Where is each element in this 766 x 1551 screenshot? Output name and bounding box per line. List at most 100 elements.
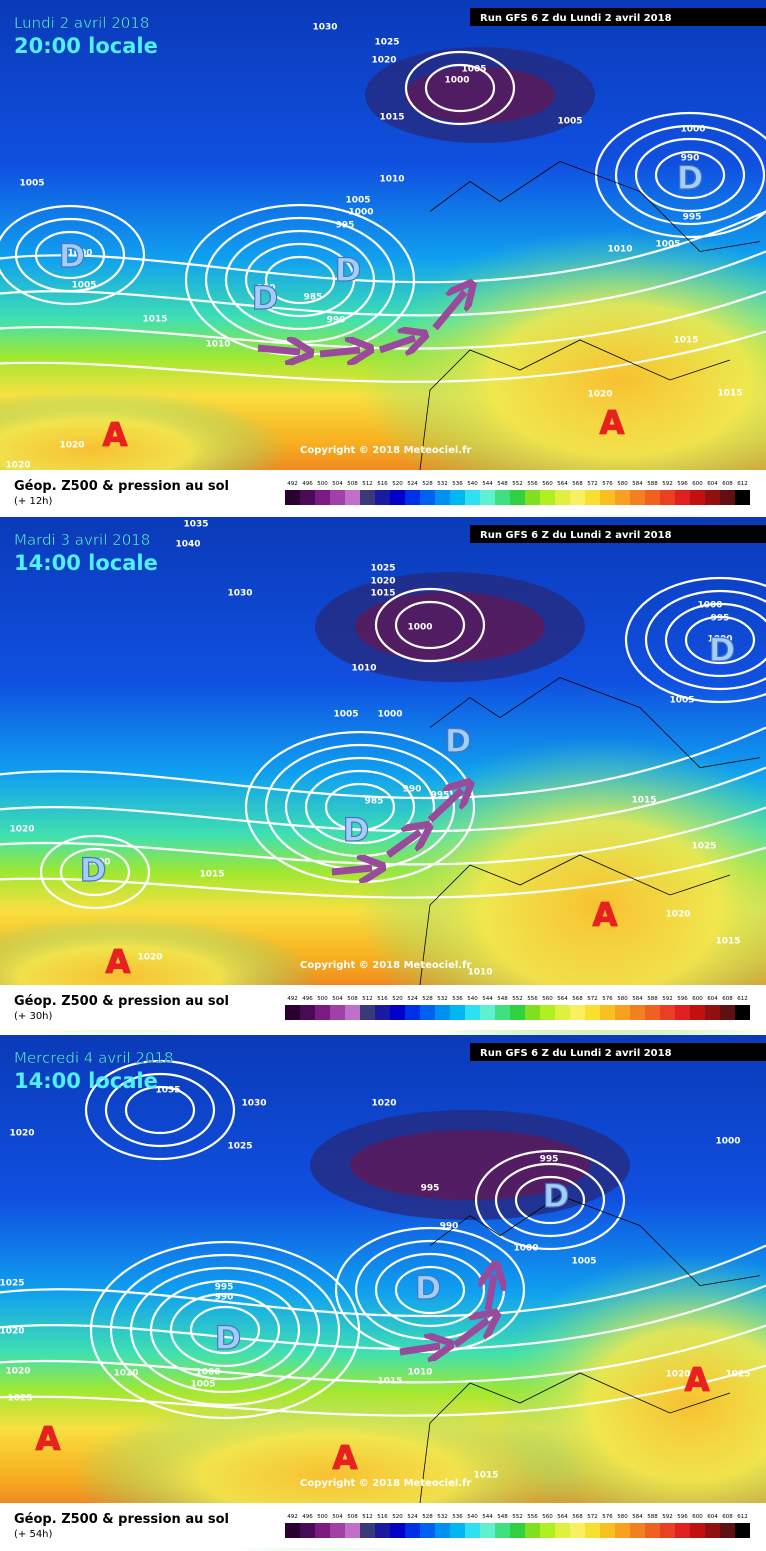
scale-swatch (360, 490, 375, 505)
scale-label: 592 (662, 996, 673, 1002)
pressure-label: 1015 (715, 937, 740, 947)
scale-swatch (405, 490, 420, 505)
pressure-label: 1000 (85, 858, 110, 868)
scale-label: 492 (287, 996, 298, 1002)
isobar (0, 330, 766, 383)
scale-label: 508 (347, 481, 358, 487)
scale-swatch (465, 490, 480, 505)
date: Mardi 3 avril 2018 (14, 531, 150, 549)
scale-label: 528 (422, 1514, 433, 1520)
scale-label: 572 (587, 481, 598, 487)
flow-arrow (427, 790, 462, 823)
scale-label: 540 (467, 996, 478, 1002)
scale-label: 608 (722, 996, 733, 1002)
scale-label: 596 (677, 996, 688, 1002)
copyright: Copyright © 2018 Meteociel.fr (300, 1478, 471, 1489)
scale-label: 596 (677, 481, 688, 487)
pressure-label: 1025 (370, 564, 395, 574)
pressure-label: 1020 (587, 390, 612, 400)
scale-label: 516 (377, 481, 388, 487)
isobar (654, 150, 726, 200)
scale-swatch (735, 1005, 750, 1020)
pressure-label: 1020 (371, 1099, 396, 1109)
caption: Géop. Z500 & pression au sol (14, 479, 229, 494)
pressure-label: 995 (540, 1155, 559, 1165)
scale-label: 600 (692, 481, 703, 487)
scale-label: 512 (362, 481, 373, 487)
scale-label: 504 (332, 1514, 343, 1520)
scale-label: 544 (482, 481, 493, 487)
pressure-label: 1015 (199, 870, 224, 880)
scale-label: 544 (482, 996, 493, 1002)
scale-label: 524 (407, 481, 418, 487)
pressure-label: 1020 (371, 56, 396, 66)
isobar (59, 847, 131, 897)
isobar (614, 124, 766, 226)
low-center: D (709, 631, 736, 669)
scale-swatch (720, 1005, 735, 1020)
isobar (0, 1284, 766, 1351)
scale-swatch (315, 490, 330, 505)
scale-swatch (630, 490, 645, 505)
pressure-label: 1005 (19, 179, 44, 189)
scale-swatch (540, 490, 555, 505)
scale-label: 584 (632, 996, 643, 1002)
run-info: Run GFS 6 Z du Lundi 2 avril 2018 (480, 13, 672, 24)
high-center: A (36, 1420, 61, 1458)
scale-label: 604 (707, 996, 718, 1002)
scale-label: 588 (647, 996, 658, 1002)
isobar (0, 726, 766, 800)
pressure-label: 985 (304, 293, 323, 303)
flow-arrow (331, 868, 372, 872)
scale-swatch (420, 1005, 435, 1020)
high-center: A (103, 416, 128, 454)
pressure-label: 1010 (607, 245, 632, 255)
scale-label: 556 (527, 1514, 538, 1520)
flow-arrow (399, 1346, 440, 1352)
low-center: D (343, 811, 370, 849)
isobar (634, 137, 746, 213)
isobar (394, 600, 466, 650)
scale-label: 548 (497, 996, 508, 1002)
scale-label: 564 (557, 1514, 568, 1520)
scale-swatch (510, 1523, 525, 1538)
scale-swatch (615, 1523, 630, 1538)
pressure-label: 1020 (370, 577, 395, 587)
isobar (84, 1059, 236, 1161)
pressure-label: 1020 (665, 1370, 690, 1380)
scale-label: 600 (692, 996, 703, 1002)
scale-label: 608 (722, 481, 733, 487)
legend: Géop. Z500 & pression au sol (+ 54h) 492 49… (0, 1503, 766, 1548)
pressure-label: 1035 (183, 520, 208, 530)
low-center: D (415, 1269, 442, 1307)
scale-label: 504 (332, 996, 343, 1002)
flow-arrow (452, 1320, 488, 1348)
scale-swatch (540, 1005, 555, 1020)
scale-label: 496 (302, 1514, 313, 1520)
scale-swatch (285, 490, 300, 505)
pressure-label: 1015 (631, 796, 656, 806)
scale-swatch (390, 1523, 405, 1538)
scale-swatch (720, 1523, 735, 1538)
pressure-label: 1005 (461, 65, 486, 75)
pressure-label: 990 (327, 316, 346, 326)
scale-label: 512 (362, 996, 373, 1002)
pressure-label: 1025 (374, 38, 399, 48)
pressure-label: 990 (403, 785, 422, 795)
isobar (514, 1175, 586, 1225)
scale-swatch (330, 1523, 345, 1538)
scale-swatch (675, 490, 690, 505)
scale-swatch (570, 1005, 585, 1020)
flow-arrow (488, 1275, 494, 1311)
pressure-label: 985 (365, 797, 384, 807)
date: Mercredi 4 avril 2018 (14, 1049, 174, 1067)
scale-swatch (630, 1523, 645, 1538)
scale-label: 508 (347, 1514, 358, 1520)
forecast-lead: (+ 54h) (14, 1529, 53, 1540)
scale-swatch (555, 490, 570, 505)
scale-swatch (435, 490, 450, 505)
pressure-label: 1000 (680, 125, 705, 135)
scale-swatch (390, 1005, 405, 1020)
scale-label: 592 (662, 481, 673, 487)
scale-label: 600 (692, 1514, 703, 1520)
